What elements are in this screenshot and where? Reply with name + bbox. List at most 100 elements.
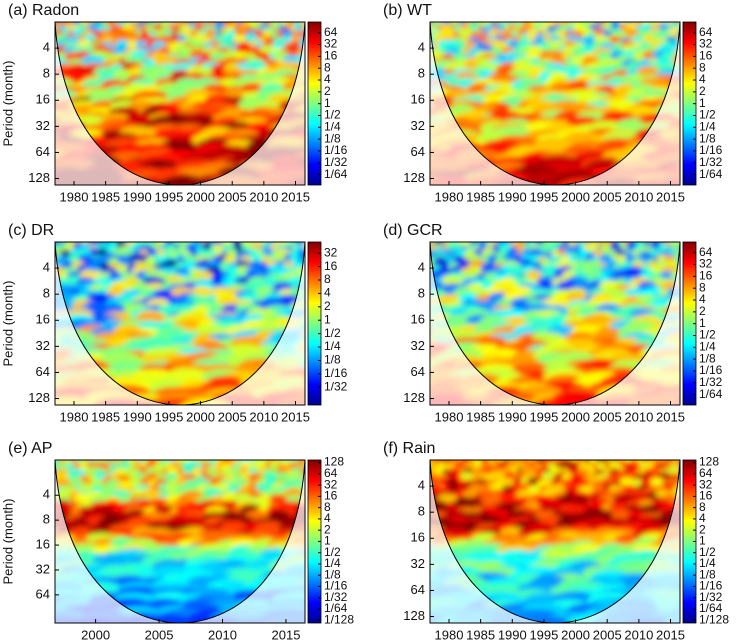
heat-blob: [112, 46, 128, 54]
y-tick-label: 64: [411, 144, 425, 159]
heat-blob: [235, 238, 243, 244]
heat-blob: [190, 40, 204, 48]
x-tick-label: 2010: [249, 409, 278, 424]
heat-blob: [269, 462, 279, 468]
colorbar-tick-label: 1/128: [324, 612, 354, 626]
y-tick-label: 64: [411, 364, 425, 379]
heat-blob: [599, 238, 607, 244]
heat-blob: [234, 34, 247, 41]
x-tick-label: 2015: [272, 627, 301, 642]
heat-blob: [265, 456, 273, 462]
y-tick-label: 4: [43, 40, 50, 55]
x-tick-label: 1980: [60, 189, 89, 204]
y-tick-label: 64: [36, 586, 50, 601]
heat-blob: [144, 18, 152, 24]
x-tick-label: 1990: [123, 189, 152, 204]
heat-blob: [136, 238, 144, 244]
heat-blob: [102, 34, 115, 41]
heat-blob: [626, 244, 636, 250]
y-tick-label: 8: [43, 66, 50, 81]
x-tick-label: 1995: [154, 189, 183, 204]
colorbar-tick-label: 16: [324, 259, 338, 273]
x-tick-label: 1985: [91, 189, 120, 204]
panel: (f) Rain48163264128198019851990199520002…: [383, 440, 737, 642]
panel: (d) GCR481632641281980198519901995200020…: [383, 222, 741, 424]
colorbar-tick-label: 1/16: [324, 366, 348, 380]
x-tick-label: 2005: [593, 409, 622, 424]
y-tick-label: 64: [411, 582, 425, 597]
heat-blob: [314, 392, 365, 412]
heat-blob: [460, 472, 473, 479]
x-tick-label: 1985: [466, 189, 495, 204]
y-tick-label: 4: [43, 487, 50, 502]
x-tick-label: 2010: [208, 627, 237, 642]
y-tick-label: 16: [411, 530, 425, 545]
x-tick-label: 1990: [123, 409, 152, 424]
panel-title: (b) WT: [383, 2, 432, 19]
heat-blob: [155, 29, 166, 36]
x-tick-label: 2000: [561, 627, 590, 642]
y-axis-label: Period (month): [0, 61, 15, 147]
heat-blob: [458, 29, 469, 36]
heat-blob: [542, 18, 550, 24]
heat-blob: [196, 248, 207, 255]
y-tick-label: 16: [36, 312, 50, 327]
heat-blob: [480, 456, 488, 462]
heat-blob: [638, 28, 649, 35]
heat-blob: [541, 472, 554, 479]
x-tick-label: 1995: [154, 409, 183, 424]
panel: (b) WT4816326412819801985199019952000200…: [382, 2, 749, 204]
x-tick-label: 2015: [281, 409, 310, 424]
y-tick-label: 8: [43, 286, 50, 301]
heat-blob: [224, 458, 232, 464]
x-tick-label: 2000: [186, 409, 215, 424]
x-tick-label: 2005: [218, 189, 247, 204]
heat-blob: [289, 472, 302, 479]
colorbar-tick-label: 4: [324, 286, 331, 300]
y-tick-label: 16: [411, 92, 425, 107]
panel-title: (e) AP: [8, 440, 52, 457]
heat-blob: [658, 472, 671, 479]
heat-blob: [136, 20, 144, 26]
heat-blob: [69, 478, 83, 486]
x-tick-label: 1990: [498, 627, 527, 642]
x-tick-label: 1995: [529, 409, 558, 424]
heat-blob: [84, 34, 97, 41]
heat-blob: [528, 238, 536, 244]
heat-blob: [588, 245, 598, 251]
heat-blob: [443, 237, 451, 243]
heat-blob: [146, 461, 156, 467]
heat-blob: [668, 456, 676, 462]
y-tick-label: 4: [43, 260, 50, 275]
heat-blob: [120, 456, 128, 462]
x-tick-label: 1985: [466, 409, 495, 424]
colorbar-tick-label: 32: [324, 245, 338, 259]
colorbar-tick-label: 1/4: [324, 339, 341, 353]
heat-blob: [126, 25, 136, 31]
colorbar-tick-label: 1/64: [324, 167, 348, 181]
heat-blob: [294, 25, 304, 31]
x-tick-label: 1995: [529, 627, 558, 642]
heat-blob: [625, 23, 635, 29]
x-tick-label: 1985: [466, 627, 495, 642]
heat-blob: [52, 20, 60, 26]
heat-blob: [79, 458, 87, 464]
heat-blob: [500, 237, 508, 243]
panel: (a) RadonPeriod (month)48163264128198019…: [0, 2, 363, 204]
y-axis-label: Period (month): [0, 499, 15, 585]
x-tick-label: 2010: [624, 627, 653, 642]
x-tick-label: 1980: [60, 409, 89, 424]
heat-blob: [10, 611, 61, 631]
heat-blob: [97, 248, 108, 255]
y-tick-label: 16: [36, 536, 50, 551]
y-tick-label: 32: [36, 118, 50, 133]
colorbar-tick-label: 1/8: [324, 353, 341, 367]
y-tick-label: 64: [36, 144, 50, 159]
heat-blob: [153, 466, 164, 473]
heat-blob: [620, 477, 634, 485]
heat-blob: [508, 265, 524, 273]
y-tick-label: 128: [403, 170, 425, 185]
heat-blob: [297, 248, 308, 255]
y-tick-label: 32: [36, 338, 50, 353]
